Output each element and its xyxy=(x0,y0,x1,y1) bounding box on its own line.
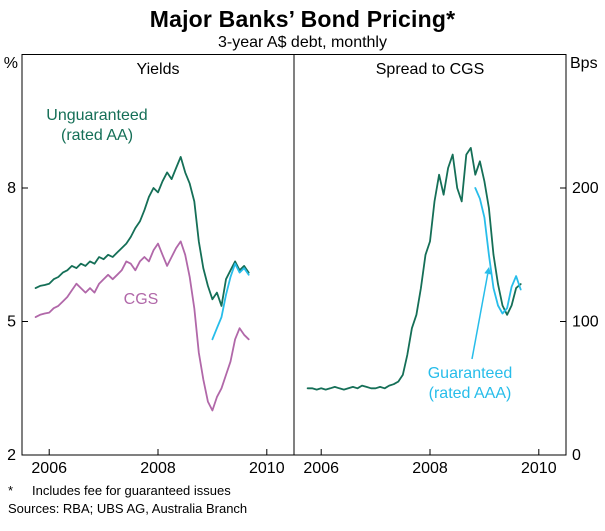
arrow-head-icon xyxy=(484,267,492,275)
chart-footnotes: * Includes fee for guaranteed issues Sour… xyxy=(8,482,605,517)
annotation-arrow xyxy=(471,273,489,360)
chart-subtitle: 3-year A$ debt, monthly xyxy=(218,34,387,51)
unguaranteed-label: (rated AA) xyxy=(61,127,133,144)
guaranteed-label: Guaranteed xyxy=(428,365,513,382)
guaranteed-label: (rated AAA) xyxy=(429,385,512,402)
sources: Sources: RBA; UBS AG, Australia Branch xyxy=(8,500,248,516)
series-guaranteed-spread xyxy=(474,187,522,315)
panel-title: Yields xyxy=(137,61,180,78)
cgs-label: CGS xyxy=(124,291,159,308)
footnote-marker: * xyxy=(8,483,14,498)
y-tick-label-right: 200 xyxy=(572,180,599,197)
left-axis-unit: % xyxy=(4,55,18,72)
y-tick-label-right: 0 xyxy=(572,447,581,464)
series-unguaranteed-spread xyxy=(306,147,522,391)
panel-title: Spread to CGS xyxy=(376,61,485,78)
unguaranteed-label: Unguaranteed xyxy=(46,107,147,124)
series-guaranteed-yield xyxy=(211,262,250,341)
y-tick-label-right: 100 xyxy=(572,314,599,331)
y-tick-label-left: 8 xyxy=(7,180,16,197)
y-tick-label-left: 2 xyxy=(7,447,16,464)
footnote-text: Includes fee for guaranteed issues xyxy=(32,483,231,498)
series-unguaranteed-yield xyxy=(34,156,250,307)
series-cgs-yield xyxy=(34,240,250,412)
y-tick-label-left: 5 xyxy=(7,314,16,331)
chart-title: Major Banks’ Bond Pricing* xyxy=(149,6,456,32)
x-tick-label: 2010 xyxy=(249,460,285,477)
chart-area: % Bps Yields Spread to CGS 2 5 8 0 100 200 2006 200… xyxy=(0,54,605,478)
x-tick-label: 2006 xyxy=(31,460,67,477)
right-axis-unit: Bps xyxy=(570,55,598,72)
footnote: * Includes fee for guaranteed issues xyxy=(8,482,605,500)
x-tick-label: 2008 xyxy=(412,460,448,477)
x-tick-label: 2008 xyxy=(140,460,176,477)
x-tick-label: 2006 xyxy=(303,460,339,477)
x-tick-label: 2010 xyxy=(521,460,557,477)
chart-canvas: % Bps Yields Spread to CGS 2 5 8 0 100 200 2006 200… xyxy=(4,54,599,477)
